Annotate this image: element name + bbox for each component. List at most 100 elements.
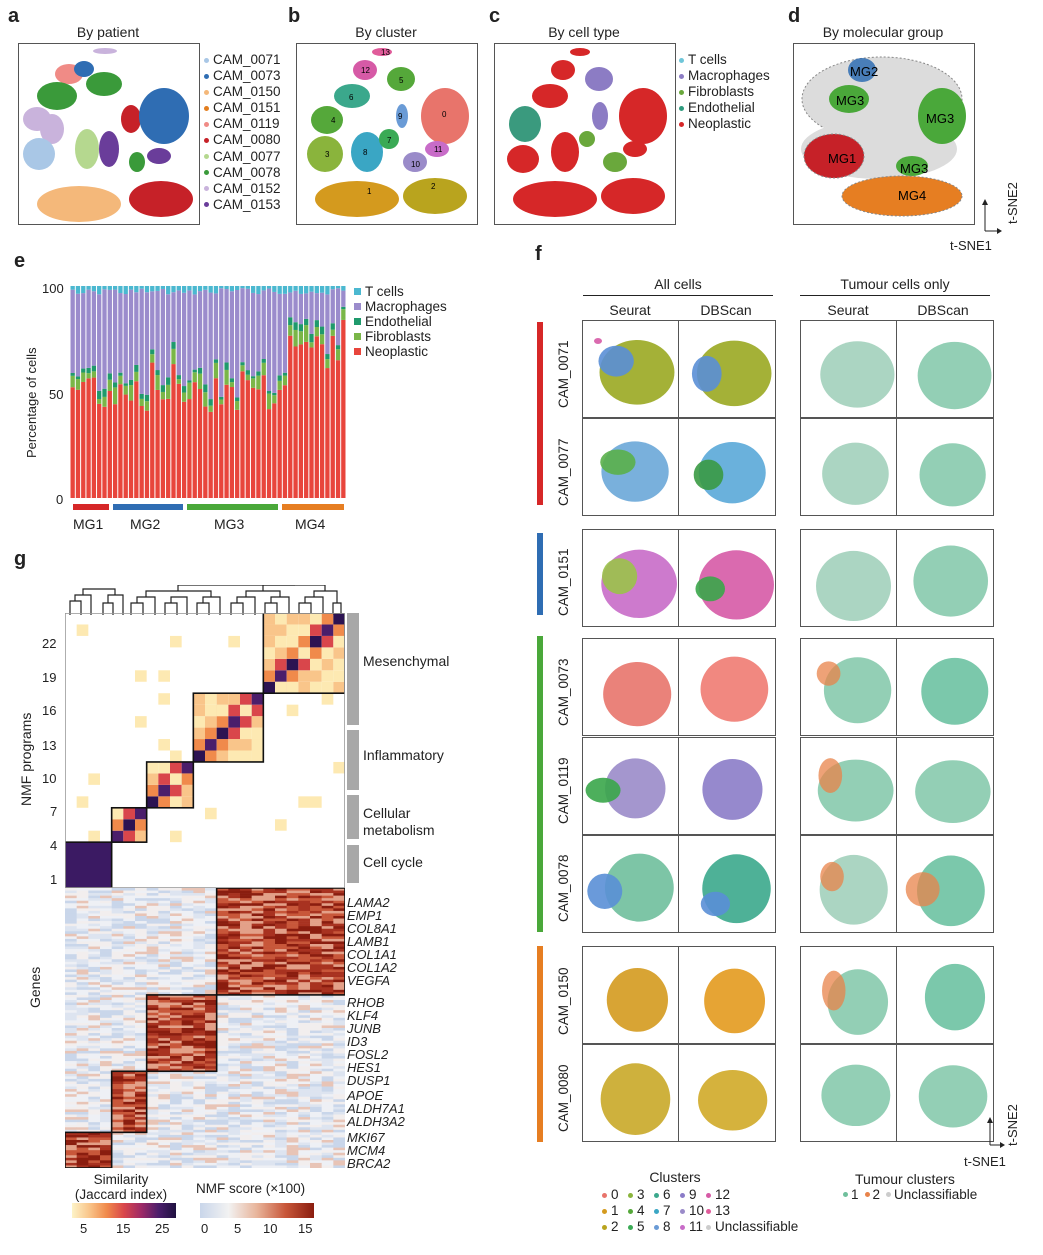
heatmap-cell xyxy=(310,1152,322,1156)
heatmap-cell xyxy=(193,933,206,937)
tsne-mini-svg xyxy=(918,1065,988,1128)
heatmap-cell xyxy=(111,913,124,917)
heatmap-cell xyxy=(181,1122,194,1126)
nmf-tick: 1 xyxy=(50,872,58,887)
heatmap-cell xyxy=(181,903,194,907)
bar-segment xyxy=(176,286,181,291)
heatmap-cell xyxy=(158,903,171,907)
tsne-axes-icon-2 xyxy=(987,1117,1005,1148)
heatmap-cell xyxy=(263,956,276,960)
heatmap-cell xyxy=(251,898,264,902)
heatmap-cell xyxy=(310,972,322,975)
heatmap-cell xyxy=(216,1157,229,1161)
heatmap-cell xyxy=(240,987,252,991)
heatmap-cell xyxy=(88,1140,101,1143)
heatmap-cell xyxy=(65,1010,77,1014)
heatmap-cell xyxy=(170,895,182,899)
heatmap-cell xyxy=(146,1112,159,1115)
heatmap-cell xyxy=(263,913,276,917)
heatmap-cell xyxy=(193,931,206,935)
heatmap-cell xyxy=(76,1030,89,1034)
heatmap-cell xyxy=(240,1147,252,1151)
heatmap-cell xyxy=(286,613,299,625)
tsne-x-label-2: t-SNE1 xyxy=(964,1154,1006,1169)
bar-segment xyxy=(250,376,256,379)
heatmap-cell xyxy=(240,1127,252,1131)
heatmap-cell xyxy=(111,1162,124,1166)
heatmap-cell xyxy=(76,1053,89,1057)
heatmap-cell xyxy=(111,979,124,983)
heatmap-cell xyxy=(251,959,264,963)
cell-cluster-blob xyxy=(698,550,774,620)
heatmap-cell xyxy=(275,992,287,996)
heatmap-cell xyxy=(275,984,287,988)
heatmap-cell xyxy=(240,1058,252,1062)
program-label-inflammatory: Inflammatory xyxy=(363,747,444,763)
heatmap-cell xyxy=(181,1007,194,1011)
heatmap-cell xyxy=(321,941,334,945)
heatmap-cell xyxy=(286,949,299,952)
heatmap-cell xyxy=(65,1122,77,1126)
heatmap-cell xyxy=(65,1045,77,1049)
heatmap-cell xyxy=(181,1104,194,1108)
heatmap-cell xyxy=(158,1127,171,1131)
bar-segment xyxy=(256,389,261,498)
heatmap-cell xyxy=(100,961,112,965)
heatmap-cell xyxy=(240,1068,252,1072)
heatmap-cell xyxy=(321,1045,334,1049)
bar-segment xyxy=(166,398,171,498)
heatmap-cell xyxy=(170,1028,182,1031)
heatmap-cell xyxy=(170,1043,182,1047)
heatmap-cell xyxy=(111,1114,124,1118)
heatmap-cell xyxy=(240,739,252,751)
tsne-mini-svg xyxy=(905,855,985,927)
heatmap-cell xyxy=(216,964,229,968)
heatmap-cell xyxy=(251,989,264,993)
heatmap-cell xyxy=(240,1053,252,1057)
legend-dot xyxy=(204,202,209,208)
bar-segment xyxy=(107,373,112,380)
heatmap-cell xyxy=(298,944,311,947)
heatmap-cell xyxy=(240,979,252,983)
heatmap-cell xyxy=(123,1112,136,1115)
heatmap-cell xyxy=(228,1084,241,1087)
heatmap-cell xyxy=(333,959,345,963)
bar-segment xyxy=(240,371,245,498)
bar-segment xyxy=(123,294,128,384)
heatmap-cell xyxy=(158,1145,171,1148)
heatmap-cell xyxy=(321,1104,334,1108)
heatmap-cell xyxy=(170,1086,182,1090)
heatmap-cell xyxy=(216,931,229,935)
heatmap-cell xyxy=(193,1007,206,1011)
heatmap-cell xyxy=(333,1081,345,1085)
bar-segment xyxy=(325,368,330,498)
heatmap-cell xyxy=(146,1005,159,1008)
heatmap-cell xyxy=(228,716,240,728)
bar-segment xyxy=(309,286,314,292)
heatmap-cell xyxy=(310,989,322,993)
heatmap-cell xyxy=(240,905,252,909)
panel-f-header-tumour: Tumour cells only xyxy=(840,276,950,292)
bar-segment xyxy=(240,362,245,366)
heatmap-cell xyxy=(216,716,229,728)
heatmap-cell xyxy=(286,1045,299,1049)
heatmap-cell xyxy=(158,1033,171,1036)
heatmap-cell xyxy=(286,1012,299,1016)
heatmap-cell xyxy=(228,905,241,909)
heatmap-cell xyxy=(286,910,299,914)
heatmap-cell xyxy=(240,1005,252,1008)
heatmap-cell xyxy=(181,1020,194,1024)
heatmap-cell xyxy=(111,903,124,907)
heatmap-cell xyxy=(88,1078,101,1082)
heatmap-cell xyxy=(158,1035,171,1039)
heatmap-cell xyxy=(263,1022,276,1026)
tumour-legend: 1 2 Unclassifiable xyxy=(843,1187,977,1202)
heatmap-cell xyxy=(158,1012,171,1016)
bar-segment xyxy=(288,317,293,326)
heatmap-cell xyxy=(193,1157,206,1161)
heatmap-cell xyxy=(135,1086,147,1090)
heatmap-cell xyxy=(65,1152,77,1156)
heatmap-cell xyxy=(240,750,252,762)
heatmap-cell xyxy=(76,961,89,965)
heatmap-cell xyxy=(310,1005,322,1008)
